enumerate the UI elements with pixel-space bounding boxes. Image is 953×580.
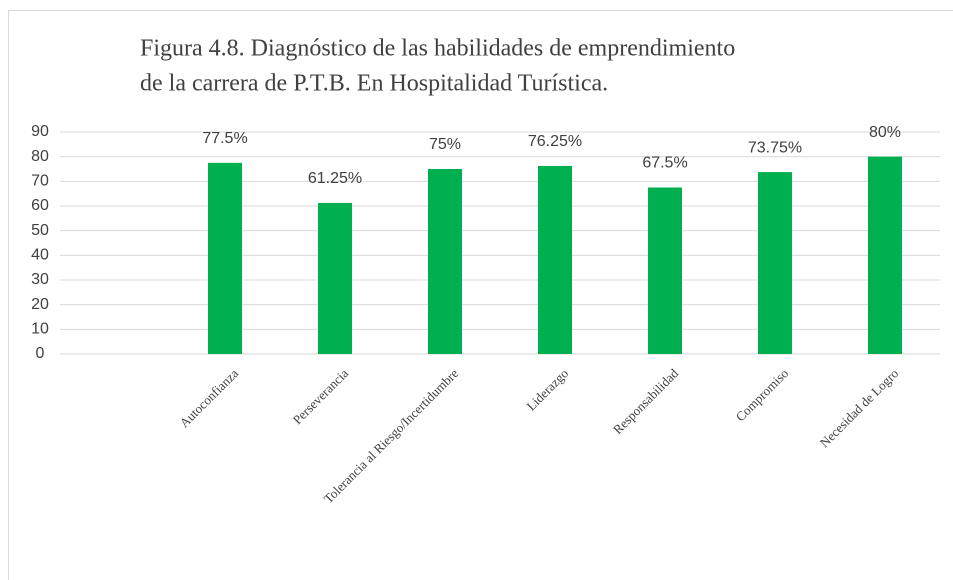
value-label: 73.75%	[748, 139, 802, 156]
bar	[868, 156, 902, 354]
y-tick-label: 30	[31, 271, 49, 288]
y-tick-label: 40	[31, 247, 49, 264]
value-label: 77.5%	[202, 130, 247, 147]
bar	[208, 162, 242, 354]
y-tick-label: 80	[31, 148, 49, 165]
y-tick-label: 50	[31, 222, 49, 239]
chart-title: Figura 4.8. Diagnóstico de las habilidad…	[140, 36, 735, 62]
bar	[538, 165, 572, 354]
value-label: 75%	[429, 136, 461, 153]
value-label: 61.25%	[308, 170, 362, 187]
bar	[318, 202, 352, 354]
y-tick-label: 10	[31, 321, 49, 338]
y-tick-label: 90	[31, 123, 49, 140]
y-tick-label: 60	[31, 197, 49, 214]
value-label: 67.5%	[642, 155, 687, 172]
y-tick-label: 0	[36, 345, 45, 362]
chart-frame	[8, 10, 953, 580]
value-label: 80%	[869, 124, 901, 141]
bar	[428, 169, 462, 354]
y-tick-label: 20	[31, 296, 49, 313]
bar	[648, 187, 682, 354]
chart-title: de la carrera de P.T.B. En Hospitalidad …	[140, 71, 608, 97]
value-label: 76.25%	[528, 133, 582, 150]
bar	[758, 172, 792, 354]
y-tick-label: 70	[31, 173, 49, 190]
